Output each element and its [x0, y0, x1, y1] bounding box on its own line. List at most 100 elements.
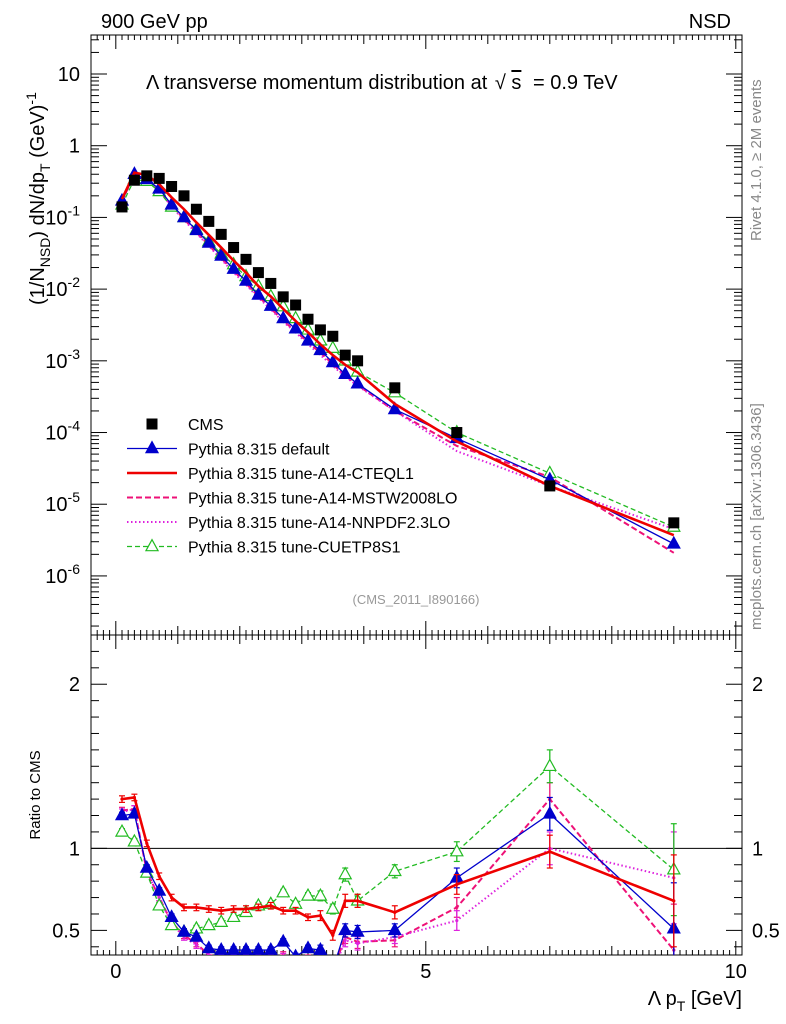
ratio-point-mstw — [331, 970, 334, 973]
main-point-cms — [302, 313, 314, 325]
ratio-point-default — [387, 922, 402, 936]
ratio-point-cteql1 — [194, 905, 198, 910]
xlabel-main: Λ p — [648, 988, 677, 1010]
y-tick-mantissa: 10 — [45, 494, 67, 516]
main-point-cms — [339, 349, 351, 361]
main-point-cms — [277, 291, 289, 303]
ylabel-part-b: NSD — [37, 238, 53, 268]
legend-label-cuetp8s1: Pythia 8.315 tune-CUETP8S1 — [188, 540, 401, 557]
ratio-y-tick-label-right: 1 — [752, 838, 763, 860]
ratio-point-default — [313, 942, 328, 955]
main-point-cms — [228, 242, 240, 254]
ratio-point-default — [327, 963, 339, 974]
main-point-cms — [141, 170, 153, 182]
ratio-point-cuetp8s1 — [201, 917, 216, 931]
y-tick-mantissa: 10 — [45, 566, 67, 588]
main-point-cms — [544, 480, 556, 492]
ylabel-part-c: ) dN/dp — [27, 172, 49, 238]
main-point-default — [176, 209, 192, 223]
y-tick-mantissa: 10 — [45, 207, 67, 229]
main-series-line-cteql1 — [120, 171, 675, 537]
ratio-point-nnpdf — [294, 960, 297, 963]
main-point-default — [300, 332, 316, 346]
ylabel-part-d: T — [37, 163, 53, 172]
y-tick-exponent: -1 — [68, 202, 81, 218]
ratio-point-cteql1 — [232, 907, 236, 911]
header-collision-label: 900 GeV pp — [101, 11, 208, 33]
ratio-y-tick-label-right: 0.5 — [752, 920, 780, 942]
ratio-point-default — [189, 928, 204, 942]
ratio-point-mstw — [220, 955, 223, 958]
ratio-point-default — [300, 940, 316, 954]
ratio-point-cteql1 — [331, 933, 335, 937]
ratio-point-cuetp8s1 — [449, 843, 464, 857]
main-point-cms — [314, 324, 326, 336]
ratio-point-default — [214, 942, 229, 955]
main-point-cms — [128, 174, 140, 186]
ratio-point-cuetp8s1 — [226, 909, 241, 923]
main-point-cms — [265, 277, 277, 289]
ratio-point-default — [176, 923, 192, 937]
y-tick-exponent: -5 — [68, 489, 81, 505]
ratio-point-nnpdf — [343, 938, 347, 942]
main-point-default — [201, 234, 216, 248]
ratio-point-cteql1 — [269, 904, 273, 908]
plot-title-sqrt-arg: s — [511, 72, 521, 94]
ratio-point-cuetp8s1 — [338, 866, 353, 880]
ylabel-part-a: (1/N — [27, 267, 49, 305]
ratio-point-nnpdf — [257, 958, 260, 961]
plot-title: Λ transverse momentum distribution at √ … — [146, 72, 618, 94]
ratio-point-cuetp8s1 — [300, 887, 316, 901]
ratio-point-cuetp8s1 — [114, 823, 130, 837]
ratio-y-axis-label: Ratio to CMS — [27, 750, 44, 839]
ratio-point-cteql1 — [281, 909, 285, 913]
ratio-point-cuetp8s1 — [325, 900, 340, 914]
ratio-y-tick-label-left: 1 — [69, 838, 80, 860]
main-point-cms — [389, 382, 401, 394]
main-point-cms — [240, 253, 252, 265]
main-point-cms — [116, 201, 128, 213]
ratio-point-cteql1 — [548, 850, 552, 854]
ratio-point-cuetp8s1 — [152, 897, 167, 911]
ratio-point-cteql1 — [256, 905, 260, 910]
ratio-point-cteql1 — [318, 914, 322, 918]
ratio-point-cuetp8s1 — [164, 917, 179, 931]
ratio-point-default — [542, 805, 557, 819]
legend-label-nnpdf: Pythia 8.315 tune-A14-NNPDF2.3LO — [188, 515, 450, 532]
x-axis-label: Λ pT [GeV] — [648, 988, 742, 1014]
plot-title-main: Λ transverse momentum distribution at — [146, 72, 488, 94]
ratio-point-cteql1 — [145, 841, 149, 846]
main-point-default — [338, 366, 353, 380]
ratio-point-nnpdf — [455, 918, 459, 923]
ratio-point-default — [238, 942, 254, 955]
ratio-point-default — [350, 923, 365, 937]
y-tick-label: 10-5 — [45, 489, 80, 516]
ratio-point-mstw — [232, 957, 235, 960]
ratio-point-cteql1 — [170, 895, 174, 900]
ratio-point-cteql1 — [219, 909, 223, 913]
ratio-point-mstw — [319, 957, 322, 960]
main-point-cms — [451, 427, 463, 439]
ratio-series-line-default — [121, 813, 675, 955]
main-y-axis-label: (1/NNSD) dN/dpT (GeV)-1 — [23, 92, 53, 305]
ratio-point-cteql1 — [393, 910, 397, 914]
main-point-default — [325, 354, 340, 368]
ratio-point-nnpdf — [244, 958, 247, 961]
y-tick-mantissa: 10 — [45, 423, 67, 445]
ratio-point-cuetp8s1 — [387, 863, 402, 877]
main-point-cms — [290, 299, 302, 311]
main-point-default — [251, 286, 266, 300]
main-point-default — [350, 375, 365, 389]
ratio-point-cuetp8s1 — [214, 914, 229, 927]
ratio-point-nnpdf — [282, 955, 285, 958]
rivet-version-label: Rivet 4.1.0, ≥ 2M events — [748, 79, 765, 241]
ratio-point-nnpdf — [331, 971, 334, 974]
ratio-point-nnpdf — [306, 958, 309, 961]
ratio-point-default — [251, 942, 266, 955]
main-point-cms — [166, 180, 178, 192]
main-point-default — [276, 310, 291, 324]
ratio-point-cteql1 — [182, 905, 186, 910]
y-tick-label: 10-2 — [45, 274, 80, 301]
ratio-point-nnpdf — [157, 895, 161, 900]
